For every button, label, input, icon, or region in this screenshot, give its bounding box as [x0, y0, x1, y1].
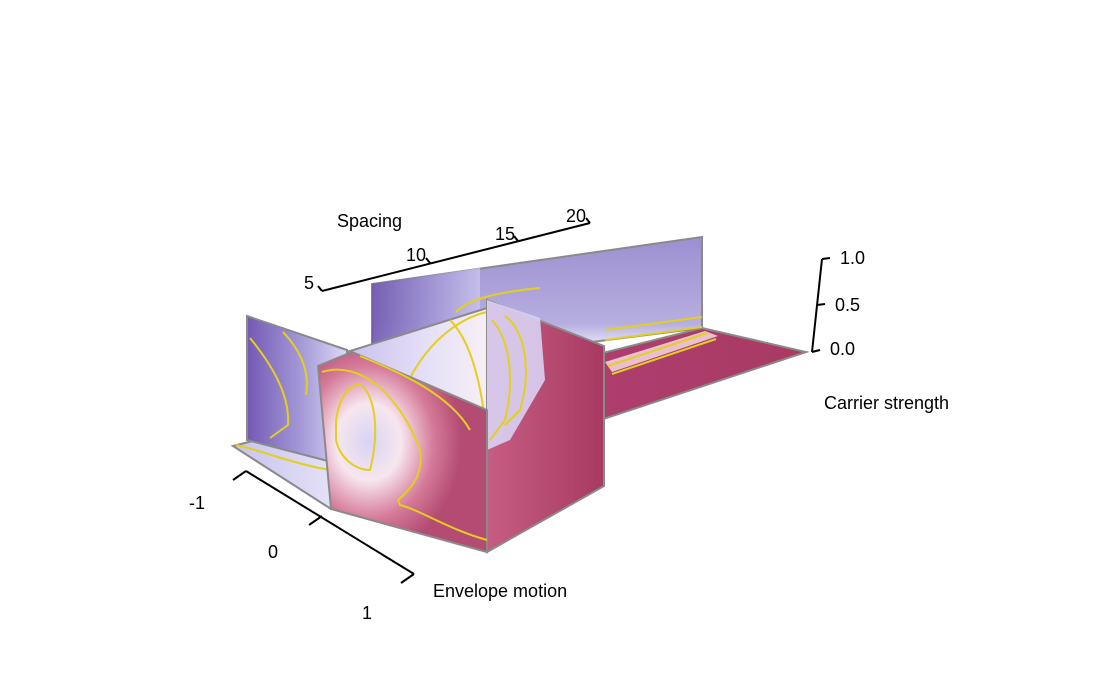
spacing-tick-label: 10	[406, 245, 426, 265]
floor-highlight-band	[605, 331, 718, 372]
spacing-tick	[585, 217, 591, 224]
envelope-axis-title: Envelope motion	[433, 581, 567, 601]
floor-contour	[235, 444, 331, 471]
carrier-tick-label: 0.0	[830, 339, 855, 359]
floor-contour	[611, 338, 717, 375]
left-slice-contour	[249, 337, 290, 439]
spacing-tick	[425, 257, 431, 264]
spacing-axis-line	[321, 222, 591, 292]
right-slice-contour	[489, 319, 512, 441]
spacing-tick	[513, 235, 519, 242]
carrier-tick-label: 0.5	[835, 295, 860, 315]
carrier-tick	[821, 257, 831, 260]
back-slice-contour	[604, 316, 703, 331]
carrier-tick-label: 1.0	[840, 248, 865, 268]
right-slice-blob	[487, 300, 545, 450]
right-slice-contour	[504, 315, 527, 426]
envelope-tick	[232, 470, 247, 481]
front-slice-contour	[335, 382, 377, 472]
carrier-tick	[816, 303, 826, 306]
envelope-axis-line	[245, 470, 415, 575]
envelope-tick	[308, 515, 323, 526]
spacing-tick-label: 15	[495, 224, 515, 244]
carrier-tick	[811, 349, 821, 353]
envelope-tick-label: 1	[362, 603, 372, 623]
envelope-tick-label: -1	[189, 493, 205, 513]
back-slice-contour	[455, 287, 541, 313]
spacing-tick-label: 20	[566, 206, 586, 226]
spacing-axis-title: Spacing	[337, 211, 402, 231]
middle-slice-contour	[409, 311, 488, 379]
floor-contour	[607, 332, 708, 367]
envelope-tick-label: 0	[268, 542, 278, 562]
left-slice-contour	[282, 331, 308, 396]
front-slice-contour	[321, 368, 488, 541]
carrier-axis-line	[811, 258, 823, 353]
spacing-tick	[317, 285, 323, 292]
front-slice-contour	[359, 355, 471, 431]
envelope-tick	[400, 573, 415, 584]
back-slice-contour	[604, 326, 703, 341]
spacing-tick-label: 5	[304, 273, 314, 293]
carrier-axis-title: Carrier strength	[824, 393, 949, 413]
